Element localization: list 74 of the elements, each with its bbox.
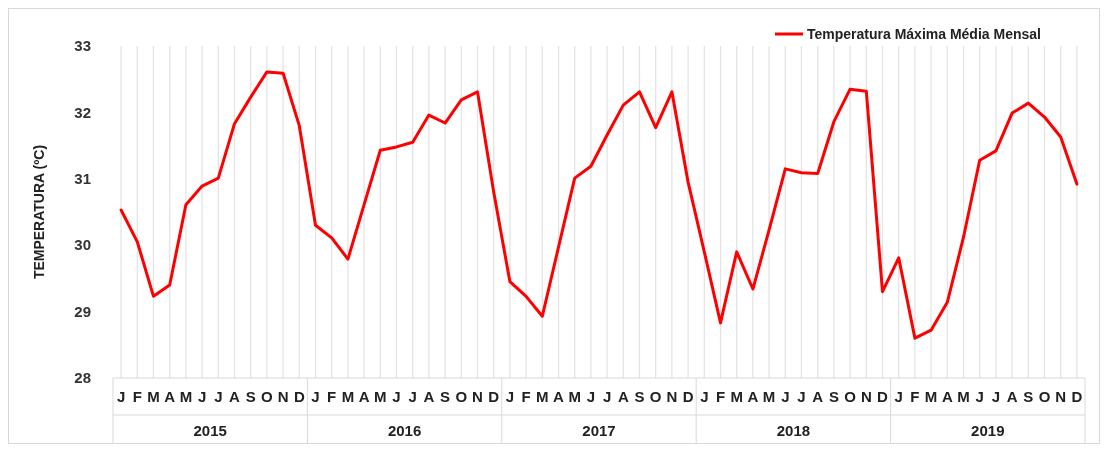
x-tick-label: N <box>666 388 678 405</box>
x-tick-label: S <box>828 388 839 405</box>
x-tick-label: A <box>358 388 370 405</box>
x-tick-label: A <box>941 388 953 405</box>
x-tick-label: J <box>214 388 223 405</box>
x-tick-label: M <box>147 388 160 405</box>
x-tick-label: A <box>229 388 241 405</box>
x-tick-label: D <box>1071 388 1083 405</box>
x-tick-label: J <box>392 388 401 405</box>
x-tick-label: J <box>700 388 709 405</box>
x-tick-label: J <box>311 388 320 405</box>
text: 2018 <box>776 422 811 439</box>
x-tick-label: D <box>877 388 889 405</box>
x-tick-label: O <box>455 388 468 405</box>
x-tick-label: J <box>991 388 1001 405</box>
line-series <box>119 70 1079 340</box>
y-tick-label: 33 <box>74 37 91 55</box>
text: 2016 <box>387 422 422 439</box>
x-tick-label: J <box>797 388 806 405</box>
x-tick-label: S <box>1023 388 1034 405</box>
x-tick-label: S <box>440 388 451 405</box>
x-tick-label: O <box>1038 388 1051 405</box>
x-tick-label: N <box>472 388 483 405</box>
x-tick-label: F <box>910 388 920 405</box>
x-tick-label: D <box>488 388 500 405</box>
x-tick-label: J <box>975 388 984 405</box>
x-tick-label: O <box>261 388 274 405</box>
y-tick-label: 28 <box>74 369 91 387</box>
x-tick-label: M <box>924 388 938 405</box>
text: 2017 <box>582 422 616 439</box>
x-tick-label: N <box>1055 388 1067 405</box>
x-tick-label: A <box>747 388 759 405</box>
x-tick-label: A <box>423 388 435 405</box>
x-tick-label: M <box>957 388 970 405</box>
x-tick-label: M <box>730 388 743 405</box>
legend-label: Temperatura Máxima Média Mensal <box>807 25 1041 42</box>
x-tick-label: M <box>374 388 387 405</box>
x-tick-label: M <box>536 388 549 405</box>
y-tick-label: 30 <box>74 236 91 254</box>
y-tick-label: 31 <box>74 170 91 188</box>
x-tick-label: J <box>602 388 612 405</box>
x-tick-label: D <box>682 388 694 405</box>
x-tick-label: F <box>132 388 142 405</box>
x-tick-label: J <box>197 388 207 405</box>
x-tick-label: J <box>894 388 903 405</box>
x-tick-label: S <box>634 388 645 405</box>
x-tick-label: F <box>521 388 531 405</box>
x-tick-label: F <box>327 388 337 405</box>
text: 2019 <box>971 422 1005 439</box>
x-tick-label: A <box>1006 388 1018 405</box>
x-tick-label: J <box>408 388 417 405</box>
x-tick-label: J <box>781 388 790 405</box>
x-tick-label: M <box>568 388 581 405</box>
y-tick-label: 29 <box>74 302 91 320</box>
x-tick-label: J <box>116 388 126 405</box>
x-tick-label: N <box>277 388 289 405</box>
x-tick-label: J <box>505 388 515 405</box>
x-tick-label: N <box>860 388 872 405</box>
x-tick-label: A <box>617 388 629 405</box>
x-tick-label: M <box>341 388 355 405</box>
x-tick-label: A <box>812 388 824 405</box>
x-tick-label: A <box>553 388 565 405</box>
x-tick-label: M <box>179 388 193 405</box>
x-tick-label: A <box>164 388 176 405</box>
x-tick-label: M <box>762 388 776 405</box>
y-tick-label: 32 <box>74 103 91 121</box>
x-tick-label: S <box>245 388 256 405</box>
x-tick-label: O <box>844 388 857 405</box>
x-tick-label: D <box>293 388 305 405</box>
y-axis-title: TEMPERATURA (ºC) <box>31 144 47 280</box>
text: 2015 <box>193 422 227 439</box>
x-tick-label: J <box>586 388 596 405</box>
x-tick-label: O <box>649 388 662 405</box>
x-tick-label: F <box>715 388 726 405</box>
